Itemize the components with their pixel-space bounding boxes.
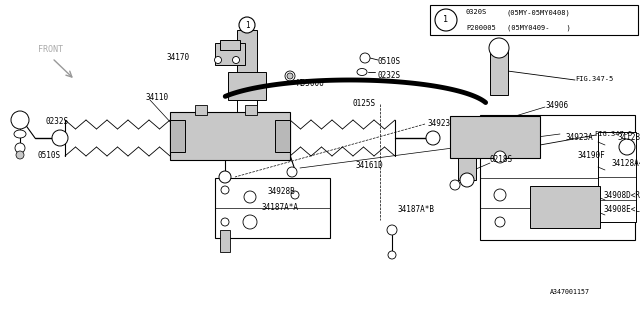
Text: 34161D: 34161D — [355, 161, 383, 170]
Text: 0232S: 0232S — [45, 117, 68, 126]
Text: 34110: 34110 — [145, 93, 168, 102]
Circle shape — [244, 191, 256, 203]
Text: 34187A*A: 34187A*A — [261, 203, 298, 212]
Bar — [215, 43, 245, 65]
Text: 34187A*B: 34187A*B — [397, 205, 434, 214]
Text: 34190F: 34190F — [578, 150, 605, 159]
Circle shape — [11, 111, 29, 129]
Text: 34908D<RH>: 34908D<RH> — [604, 190, 640, 199]
Bar — [220, 230, 230, 252]
Circle shape — [489, 38, 509, 58]
Text: (05MY0409-    ): (05MY0409- ) — [507, 24, 571, 31]
Text: M55006: M55006 — [297, 78, 324, 87]
Bar — [215, 178, 330, 238]
Text: 34908E<LH>: 34908E<LH> — [604, 205, 640, 214]
Text: FRONT: FRONT — [38, 45, 63, 54]
Circle shape — [239, 17, 255, 33]
Text: 34923A: 34923A — [565, 132, 593, 141]
Text: A347001157: A347001157 — [550, 289, 590, 295]
Bar — [195, 105, 207, 115]
Circle shape — [494, 151, 506, 163]
Text: FIG.347-5: FIG.347-5 — [575, 76, 613, 82]
Circle shape — [426, 131, 440, 145]
Text: FIG.347-5: FIG.347-5 — [594, 131, 632, 137]
Text: 34128A<LH>: 34128A<LH> — [612, 158, 640, 167]
Text: 34128<RH>: 34128<RH> — [618, 133, 640, 142]
Circle shape — [52, 130, 68, 146]
Circle shape — [232, 57, 239, 63]
Circle shape — [214, 57, 221, 63]
Ellipse shape — [357, 68, 367, 76]
Circle shape — [291, 191, 299, 199]
Bar — [430, 5, 638, 35]
Text: 0510S: 0510S — [378, 58, 401, 67]
Text: 34928B: 34928B — [268, 188, 296, 196]
Text: 0320S: 0320S — [466, 10, 487, 15]
Circle shape — [221, 218, 229, 226]
Text: 34170: 34170 — [167, 52, 190, 61]
Circle shape — [435, 9, 457, 31]
Text: 34906: 34906 — [546, 101, 569, 110]
Circle shape — [460, 173, 474, 187]
Circle shape — [450, 180, 460, 190]
Circle shape — [219, 171, 231, 183]
Text: 0510S: 0510S — [37, 150, 60, 159]
Bar — [450, 116, 540, 158]
Circle shape — [495, 217, 505, 227]
Text: 0232S: 0232S — [378, 71, 401, 81]
Bar — [228, 72, 266, 100]
Circle shape — [243, 215, 257, 229]
Circle shape — [221, 186, 229, 194]
Text: 0125S: 0125S — [353, 99, 376, 108]
Circle shape — [494, 189, 506, 201]
Circle shape — [388, 251, 396, 259]
Text: 1: 1 — [244, 20, 250, 29]
Text: P200005: P200005 — [466, 25, 496, 30]
Bar — [275, 120, 290, 152]
Bar — [220, 40, 240, 50]
Ellipse shape — [14, 130, 26, 138]
Bar — [530, 186, 600, 228]
Bar — [237, 30, 257, 75]
Bar — [458, 158, 476, 180]
Text: 0218S: 0218S — [490, 156, 513, 164]
Circle shape — [287, 73, 293, 79]
Text: (05MY-05MY0408): (05MY-05MY0408) — [507, 9, 571, 16]
Circle shape — [387, 225, 397, 235]
Bar — [598, 132, 636, 222]
Text: 34923: 34923 — [428, 119, 451, 129]
Bar — [170, 120, 185, 152]
Bar — [480, 115, 635, 240]
Bar — [245, 105, 257, 115]
Circle shape — [360, 53, 370, 63]
Circle shape — [16, 151, 24, 159]
Bar — [170, 112, 290, 160]
Circle shape — [619, 139, 635, 155]
Circle shape — [285, 71, 295, 81]
Circle shape — [15, 143, 25, 153]
Text: 1: 1 — [444, 15, 449, 25]
Circle shape — [287, 167, 297, 177]
Bar — [490, 50, 508, 95]
